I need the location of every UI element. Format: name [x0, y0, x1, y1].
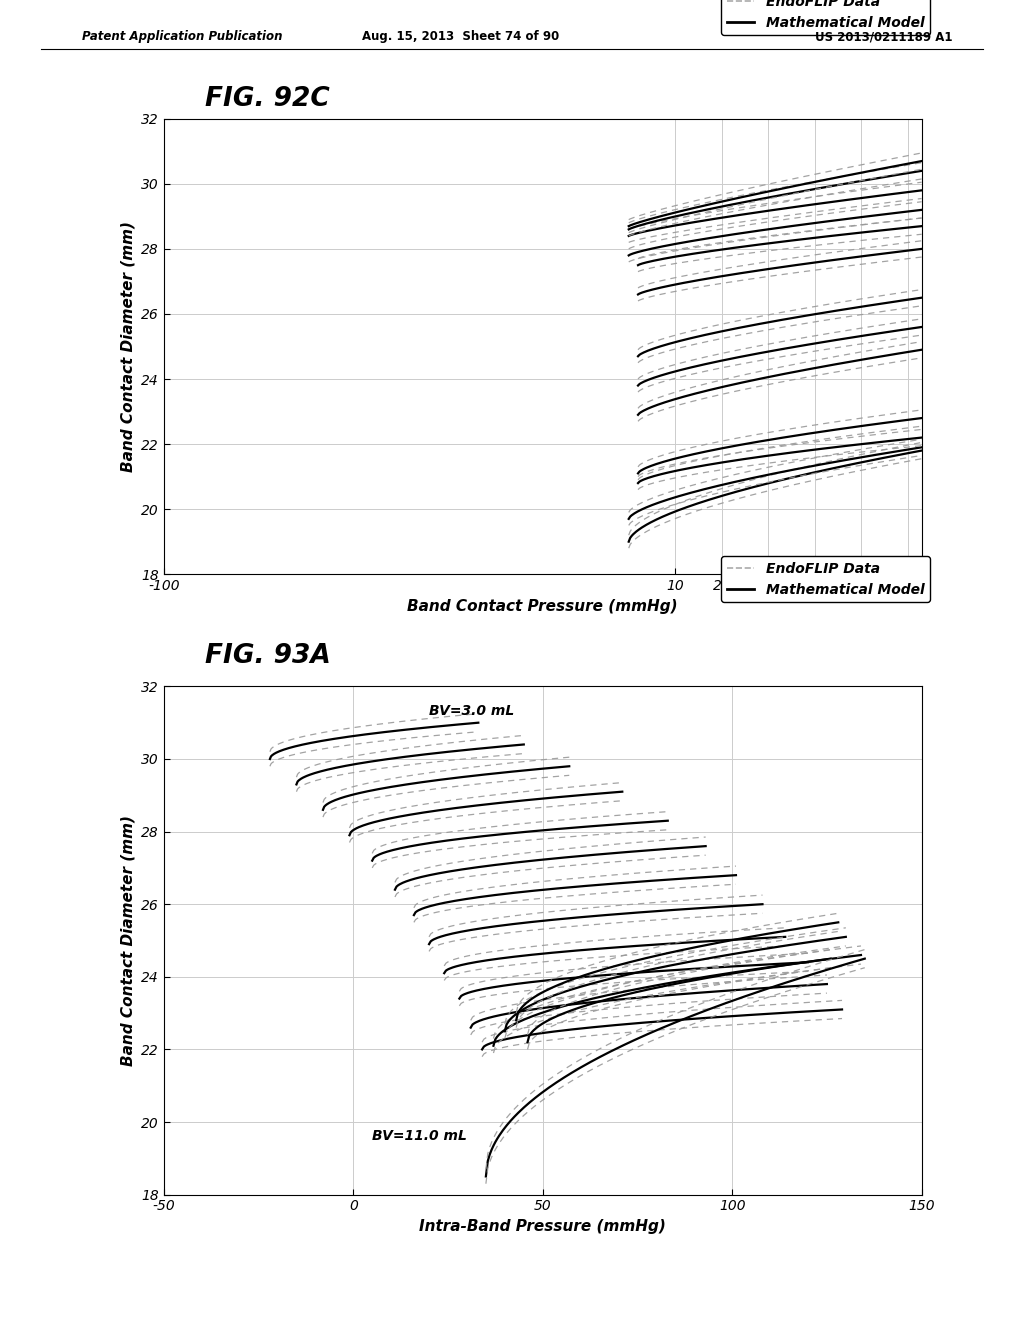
- Text: BV=3.0 mL: BV=3.0 mL: [429, 705, 514, 718]
- X-axis label: Intra-Band Pressure (mmHg): Intra-Band Pressure (mmHg): [419, 1218, 667, 1234]
- X-axis label: Band Contact Pressure (mmHg): Band Contact Pressure (mmHg): [408, 598, 678, 614]
- Text: Patent Application Publication: Patent Application Publication: [82, 30, 283, 44]
- Text: US 2013/0211189 A1: US 2013/0211189 A1: [815, 30, 952, 44]
- Text: Aug. 15, 2013  Sheet 74 of 90: Aug. 15, 2013 Sheet 74 of 90: [362, 30, 559, 44]
- Y-axis label: Band Contact Diameter (mm): Band Contact Diameter (mm): [121, 220, 135, 473]
- Text: FIG. 92C: FIG. 92C: [205, 86, 330, 112]
- Y-axis label: Band Contact Diameter (mm): Band Contact Diameter (mm): [121, 814, 135, 1067]
- Legend: EndoFLIP Data, Mathematical Model: EndoFLIP Data, Mathematical Model: [721, 556, 930, 602]
- Text: FIG. 93A: FIG. 93A: [205, 643, 331, 669]
- Legend: EndoFLIP Data, Mathematical Model: EndoFLIP Data, Mathematical Model: [721, 0, 930, 36]
- Text: BV=11.0 mL: BV=11.0 mL: [373, 1129, 467, 1143]
